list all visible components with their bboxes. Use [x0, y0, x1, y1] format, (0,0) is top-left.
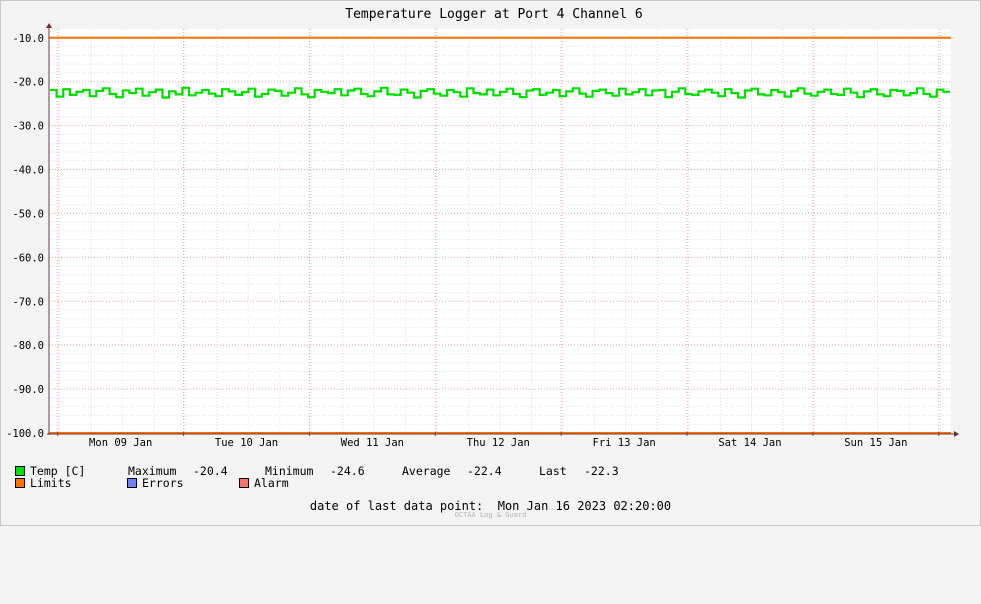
legend-swatch-alarm	[239, 478, 249, 488]
legend-item-temp: Temp [C]	[15, 464, 85, 478]
y-tick-label: -100.0	[6, 428, 44, 440]
y-tick-label: -10.0	[12, 33, 44, 45]
stat-maximum-value: -20.4	[193, 464, 228, 478]
x-axis-arrow	[954, 431, 959, 437]
y-axis-arrow	[46, 23, 52, 28]
x-tick-label: Mon 09 Jan	[89, 437, 152, 449]
stat-minimum-value: -24.6	[330, 464, 365, 478]
legend-swatch-limits	[15, 478, 25, 488]
limit-lines	[49, 36, 951, 434]
temperature-chart: Temperature Logger at Port 4 Channel 6 -…	[6, 7, 959, 449]
y-tick-label: -60.0	[12, 252, 44, 264]
y-tick-label: -70.0	[12, 296, 44, 308]
y-tick-label: -80.0	[12, 340, 44, 352]
chart-title: Temperature Logger at Port 4 Channel 6	[345, 7, 642, 22]
legend-label-limits: Limits	[30, 476, 72, 490]
legend-item-limits: Limits	[15, 476, 72, 490]
x-tick-label: Fri 13 Jan	[593, 437, 656, 449]
last-data-point-label: date of last data point:	[309, 499, 484, 513]
tick-labels: -10.0 -20.0 -30.0 -40.0 -50.0 -60.0 -70.0 -80.0…	[6, 33, 907, 449]
legend-label-temp: Temp [C]	[30, 464, 86, 478]
legend-row-1: Temp [C] Maximum -20.4 Minimum -24.6 Ave…	[15, 464, 619, 478]
y-tick-label: -50.0	[12, 208, 44, 220]
axes	[46, 23, 959, 437]
stat-average-label: Average	[402, 464, 451, 478]
legend-item-alarm: Alarm	[239, 476, 289, 490]
x-tick-label: Thu 12 Jan	[467, 437, 530, 449]
series-temp	[50, 86, 950, 99]
temp-series-line	[50, 86, 950, 99]
grid	[49, 29, 951, 434]
y-tick-label: -40.0	[12, 165, 44, 177]
y-tick-label: -30.0	[12, 121, 44, 133]
y-tick-label: -20.0	[12, 77, 44, 89]
legend-item-errors: Errors	[127, 476, 184, 490]
stat-average-value: -22.4	[467, 464, 502, 478]
legend-swatch-errors	[127, 478, 137, 488]
legend-label-alarm: Alarm	[254, 476, 289, 490]
stat-maximum-label: Maximum	[128, 464, 177, 478]
legend-label-errors: Errors	[142, 476, 184, 490]
stat-minimum-label: Minimum	[265, 464, 314, 478]
last-data-point: date of last data point: Mon Jan 16 2023…	[0, 499, 981, 513]
legend-swatch-temp	[15, 466, 25, 476]
x-tick-label: Tue 10 Jan	[215, 437, 278, 449]
y-tick-label: -90.0	[12, 384, 44, 396]
legend-row-2: Limits Errors Alarm	[15, 476, 289, 490]
watermark: OCTAA Log & Guard	[454, 511, 527, 519]
stat-last-label: Last	[539, 464, 567, 478]
last-data-point-value: Mon Jan 16 2023 02:20:00	[497, 499, 672, 513]
x-tick-label: Sat 14 Jan	[718, 437, 781, 449]
x-tick-label: Sun 15 Jan	[844, 437, 907, 449]
x-tick-label: Wed 11 Jan	[341, 437, 404, 449]
stat-last-value: -22.3	[584, 464, 619, 478]
